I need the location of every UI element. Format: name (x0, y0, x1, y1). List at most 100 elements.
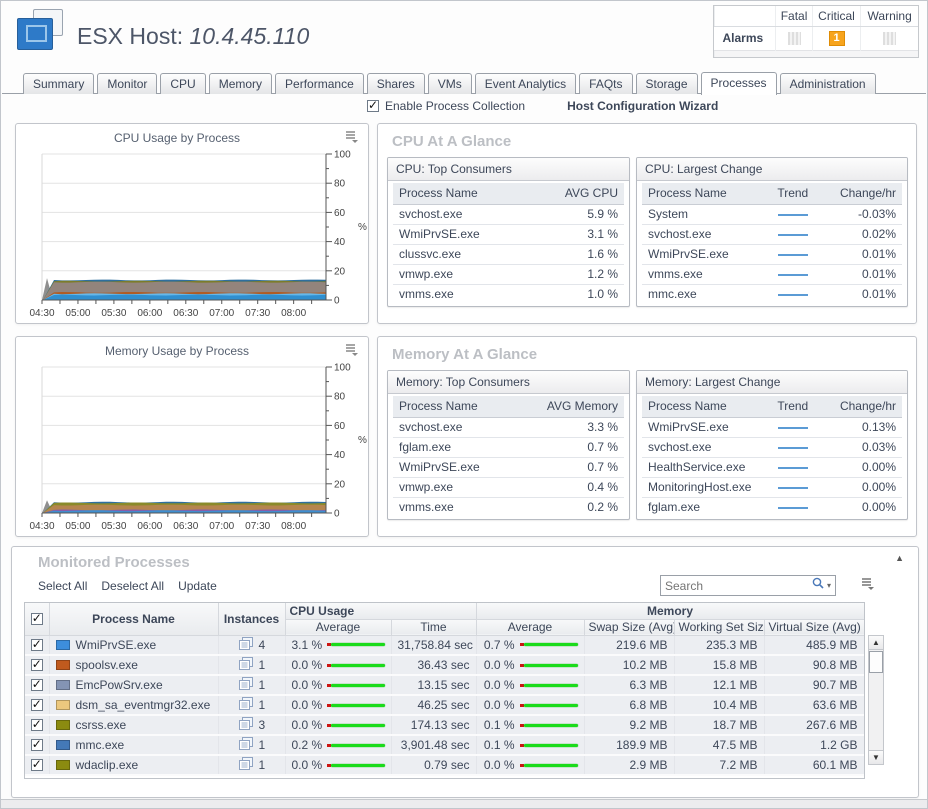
cpu-average-cell: 0.0 % (285, 675, 392, 696)
cpu-average-cell-content: 3.1 % (292, 638, 385, 652)
cpu-average-cell: 0.0 % (285, 655, 392, 676)
instances-cell: 4 (218, 635, 286, 656)
glance-row: vmms.exe 1.0 % (393, 283, 624, 304)
value: -0.03% (821, 203, 902, 224)
row-select-cell[interactable] (25, 695, 50, 716)
tab-storage[interactable]: Storage (635, 73, 698, 94)
alarms-critical-cell[interactable]: 1 (811, 26, 861, 50)
process-name: mmc.exe (75, 738, 125, 752)
memory-usage-stacked-area-chart: 0 20 40 60 80 100% 04:30 05:00 05:30 06:00 06:30 07… (29, 363, 367, 533)
value: 0.0 % (483, 758, 515, 772)
table-menu-icon[interactable] (860, 577, 876, 591)
row-checkbox[interactable] (30, 757, 43, 771)
glance-col-process-name: Process Name (642, 183, 765, 205)
col-mem-average[interactable]: Average (476, 619, 585, 636)
sparkline-start-tick (327, 703, 332, 707)
col-swap-size[interactable]: Swap Size (Avg) (584, 619, 675, 636)
alarms-warning-cell[interactable] (860, 26, 918, 50)
tab-performance[interactable]: Performance (275, 73, 364, 94)
chart-menu-icon[interactable] (344, 343, 360, 357)
row-select-cell[interactable] (25, 735, 50, 756)
sparkline-green-bar (331, 663, 385, 667)
value: 0.0 % (291, 758, 323, 772)
col-instances[interactable]: Instances (218, 603, 286, 636)
row-select-cell[interactable] (25, 715, 50, 736)
col-cpu-average[interactable]: Average (285, 619, 392, 636)
swap-size-cell: 189.9 MB (584, 735, 675, 756)
glance-row: MonitoringHost.exe 0.00% (642, 476, 902, 497)
row-select-cell[interactable] (25, 755, 50, 776)
critical-alarm-badge[interactable]: 1 (828, 30, 845, 46)
chart-menu-icon[interactable] (344, 130, 360, 144)
enable-process-collection-checkbox[interactable] (367, 98, 379, 112)
process-name: MonitoringHost.exe (642, 476, 765, 497)
tab-memory[interactable]: Memory (208, 73, 273, 94)
search-icon[interactable] (811, 576, 825, 595)
row-checkbox[interactable] (30, 737, 43, 751)
trend-cell (764, 436, 822, 457)
cpu-largest-change-panel: CPU: Largest Change Process Name Trend Chan… (636, 157, 908, 307)
tab-faqts[interactable]: FAQts (579, 73, 633, 94)
scroll-down-icon[interactable]: ▼ (869, 750, 883, 764)
col-process-name[interactable]: Process Name (49, 603, 219, 636)
tab-monitor[interactable]: Monitor (97, 73, 158, 94)
table-row: EmcPowSrv.exe 1 0.0 % 13.15 sec 0.0 % 6.3 MB1… (25, 675, 864, 696)
memory-average-cell-content: 0.1 % (483, 718, 578, 732)
glance-row: vmms.exe 0.2 % (393, 496, 624, 517)
glance-col-trend: Trend (764, 183, 822, 205)
cpu-time-cell: 0.79 sec (391, 755, 477, 776)
tab-vms[interactable]: VMs (427, 73, 472, 94)
sparkline-start-tick (327, 743, 332, 747)
col-cpu-time[interactable]: Time (391, 619, 477, 636)
row-checkbox[interactable] (30, 677, 43, 691)
svg-text:0: 0 (334, 296, 340, 307)
usage-sparkline-bar (519, 763, 578, 767)
svg-text:%: % (358, 435, 367, 446)
scrollbar-thumb[interactable] (869, 651, 883, 673)
select-all-checkbox[interactable] (30, 611, 43, 625)
row-select-cell[interactable] (25, 655, 50, 676)
svg-text:06:00: 06:00 (137, 308, 162, 319)
virtual-size-cell: 267.6 MB (764, 715, 864, 736)
tab-administration[interactable]: Administration (779, 73, 876, 94)
process-name-cell: wdaclip.exe (49, 755, 219, 776)
value: 0.0 % (291, 678, 323, 692)
host-configuration-wizard-link[interactable]: Host Configuration Wizard (567, 99, 719, 113)
memory-usage-chart-panel: Memory Usage by Process 0 20 40 60 80 100% 04:… (15, 336, 369, 537)
value: 0.1 % (483, 738, 515, 752)
tab-event-analytics[interactable]: Event Analytics (474, 73, 577, 94)
row-select-cell[interactable] (25, 675, 50, 696)
collapse-panel-arrow-icon[interactable]: ▲ (895, 553, 904, 563)
alarms-fatal-cell[interactable] (775, 26, 813, 50)
trend-line-icon (777, 507, 808, 510)
search-options-dropdown-icon[interactable]: ▾ (826, 581, 831, 590)
row-checkbox[interactable] (30, 637, 43, 651)
row-checkbox[interactable] (30, 657, 43, 671)
glance-row: WmiPrvSE.exe 0.01% (642, 243, 902, 264)
tab-processes[interactable]: Processes (700, 72, 777, 95)
col-working-set-size[interactable]: Working Set Size (674, 619, 765, 636)
glance-row: fglam.exe 0.7 % (393, 436, 624, 457)
search-input[interactable] (661, 578, 811, 593)
col-virtual-size[interactable]: Virtual Size (Avg) (764, 619, 864, 636)
svg-text:40: 40 (334, 237, 346, 248)
row-select-cell[interactable] (25, 635, 50, 656)
sparkline-start-tick (327, 763, 332, 767)
enable-process-collection[interactable]: Enable Process Collection (367, 98, 525, 113)
table-scrollbar[interactable]: ▲ ▼ (868, 635, 884, 765)
value: 0.0 % (291, 658, 323, 672)
page-title-host-ip: 10.4.45.110 (189, 23, 310, 49)
select-all-button[interactable]: Select All (38, 579, 88, 593)
glance-table-title: CPU: Top Consumers (388, 158, 629, 181)
update-button[interactable]: Update (178, 579, 217, 593)
row-checkbox[interactable] (30, 697, 43, 711)
glance-col-avg-cpu: AVG CPU (531, 183, 624, 205)
row-checkbox[interactable] (30, 717, 43, 731)
tab-cpu[interactable]: CPU (160, 73, 206, 94)
select-all-header-cell[interactable] (25, 603, 50, 636)
tab-shares[interactable]: Shares (366, 73, 425, 94)
tab-summary[interactable]: Summary (23, 73, 95, 94)
scroll-up-icon[interactable]: ▲ (869, 636, 883, 650)
deselect-all-button[interactable]: Deselect All (101, 579, 165, 593)
alarms-col-fatal: Fatal (775, 6, 813, 27)
